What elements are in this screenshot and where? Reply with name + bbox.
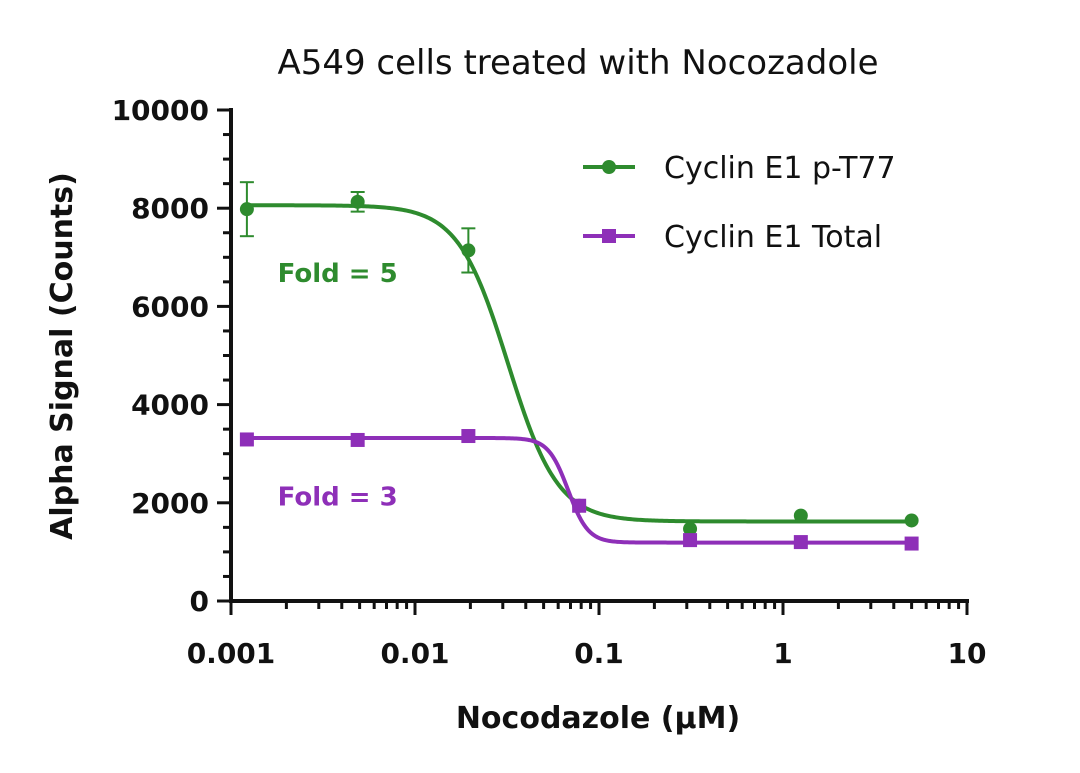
y-tick-label: 2000 [131, 487, 209, 520]
x-axis-title: Nocodazole (µM) [456, 701, 740, 736]
data-point-series-2 [350, 432, 365, 447]
y-tick-label: 8000 [131, 192, 209, 225]
annotation-fold-pt77: Fold = 5 [278, 259, 398, 289]
y-tick-label: 0 [190, 585, 209, 618]
y-tick-label: 4000 [131, 389, 209, 422]
x-tick-label: 1 [773, 637, 792, 670]
data-point-series-1 [904, 513, 919, 528]
axes: 0 2000 4000 6000 8000 10000 0.001 0.01 0.1 1 10 [112, 94, 987, 670]
x-tick-label: 0.1 [574, 637, 624, 670]
legend-marker-series-1 [602, 160, 616, 174]
x-tick-label: 0.01 [380, 637, 449, 670]
data-point-series-2 [793, 535, 808, 550]
x-tick-label: 0.001 [187, 637, 276, 670]
y-tick-label: 10000 [112, 94, 209, 127]
data-point-series-1 [239, 202, 254, 217]
data-point-series-1 [793, 508, 808, 523]
data-point-series-2 [572, 498, 587, 513]
legend-marker-series-2 [602, 229, 616, 243]
legend-label-series-1: Cyclin E1 p-T77 [664, 151, 896, 186]
x-tick-label: 10 [948, 637, 987, 670]
data-point-series-2 [904, 536, 919, 551]
legend-label-series-2: Cyclin E1 Total [664, 220, 882, 255]
data-point-series-1 [683, 521, 698, 536]
annotation-fold-total: Fold = 3 [278, 482, 398, 512]
y-axis-title: Alpha Signal (Counts) [45, 172, 80, 540]
data-point-series-1 [461, 243, 476, 258]
data-points [239, 181, 919, 551]
chart-title: A549 cells treated with Nocozadole [277, 43, 878, 83]
legend: Cyclin E1 p-T77 Cyclin E1 Total [583, 151, 896, 255]
data-point-series-2 [683, 533, 698, 548]
y-tick-label: 6000 [131, 290, 209, 323]
data-point-series-2 [239, 432, 254, 447]
data-point-series-2 [461, 429, 476, 444]
data-point-series-1 [350, 194, 365, 209]
